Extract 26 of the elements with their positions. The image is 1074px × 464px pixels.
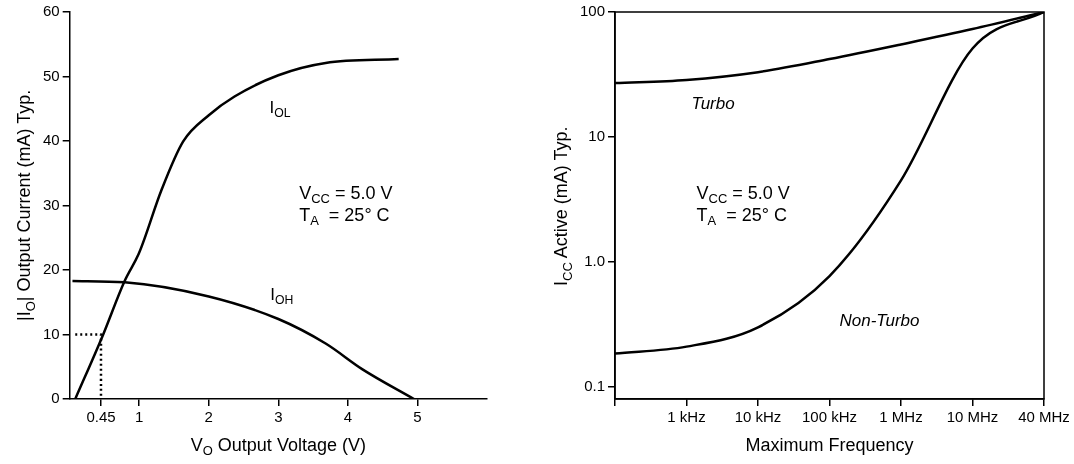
x-tick-label: 1 MHz [879, 408, 923, 426]
x-tick-label: 100 kHz [802, 408, 858, 426]
x-axis-title: Maximum Frequency [745, 434, 914, 455]
x-tick-label: 10 kHz [734, 408, 782, 426]
x-tick-label: 5 [413, 408, 422, 426]
y-tick-label: 60 [43, 2, 60, 20]
x-tick-label: 0.45 [86, 408, 116, 426]
x-tick-label: 1 [135, 408, 144, 426]
y-tick-label: 100 [580, 2, 606, 20]
series-label: Turbo [691, 93, 735, 113]
y-tick-label: 10 [43, 324, 60, 342]
y-tick-label: 50 [43, 66, 60, 84]
x-tick-label: 40 MHz [1018, 408, 1070, 426]
x-tick-label: 4 [343, 408, 353, 426]
y-tick-label: 40 [43, 131, 60, 149]
y-tick-label: 0.1 [584, 377, 606, 395]
y-tick-label: 10 [588, 127, 606, 145]
y-tick-label: 30 [43, 195, 60, 213]
y-tick-label: 1.0 [584, 252, 606, 270]
x-tick-label: 10 MHz [946, 408, 999, 426]
x-tick-label: 3 [274, 408, 283, 426]
x-tick-label: 1 kHz [667, 408, 706, 426]
y-tick-label: 20 [43, 260, 60, 278]
y-tick-label: 0 [51, 389, 60, 407]
x-tick-label: 2 [204, 408, 213, 426]
series-label: Non-Turbo [839, 310, 920, 330]
